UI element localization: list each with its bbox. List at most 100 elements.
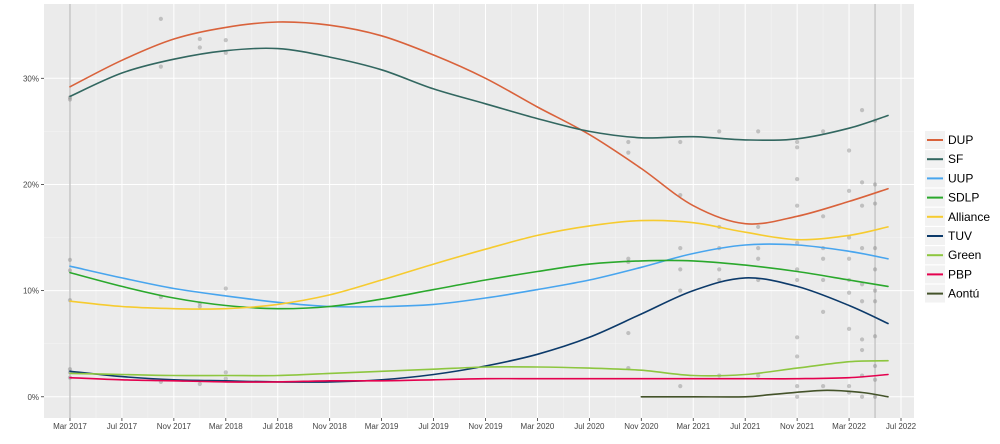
x-tick-label: Jul 2017 bbox=[107, 422, 138, 431]
poll-point bbox=[795, 240, 800, 245]
legend: DUP SF UUP SDLP Alliance TUV Green PBP Aontú bbox=[925, 131, 990, 303]
poll-point bbox=[872, 299, 878, 304]
series-line-sf bbox=[69, 47, 889, 142]
x-tick-label: Jul 2020 bbox=[574, 422, 605, 431]
poll-point bbox=[859, 246, 865, 251]
series-line-pbp bbox=[69, 373, 889, 383]
poll-point bbox=[846, 384, 852, 389]
series-line-tuv bbox=[69, 277, 889, 383]
legend-label: Alliance bbox=[948, 210, 990, 224]
poll-point bbox=[859, 108, 865, 113]
poll-point bbox=[846, 148, 852, 153]
series-line-alliance bbox=[69, 219, 889, 310]
poll-point bbox=[795, 394, 800, 399]
poll-point bbox=[821, 214, 826, 219]
poll-point bbox=[821, 309, 826, 314]
poll-point bbox=[197, 304, 202, 309]
poll-point bbox=[626, 330, 631, 336]
x-tick-label: Jul 2021 bbox=[730, 422, 761, 431]
x-tick-label: Jul 2019 bbox=[418, 422, 449, 431]
poll-point bbox=[197, 36, 202, 42]
poll-point bbox=[872, 182, 878, 187]
legend-label: SDLP bbox=[948, 191, 979, 205]
poll-point bbox=[846, 256, 852, 261]
poll-point bbox=[158, 64, 163, 69]
poll-point bbox=[846, 326, 852, 331]
legend-label: Aontú bbox=[948, 287, 979, 301]
series-line-sdlp bbox=[69, 259, 889, 310]
poll-point bbox=[717, 277, 722, 283]
poll-point bbox=[626, 139, 631, 145]
poll-point bbox=[821, 384, 826, 389]
legend-label: Green bbox=[948, 248, 981, 262]
election-markers bbox=[69, 4, 876, 418]
poll-point bbox=[795, 139, 800, 145]
poll-point bbox=[846, 235, 852, 240]
poll-point bbox=[67, 268, 73, 273]
poll-point bbox=[795, 335, 800, 340]
poll-point bbox=[717, 129, 722, 134]
poll-point bbox=[717, 267, 722, 272]
series-line-green bbox=[69, 359, 889, 377]
x-axis: Mar 2017 Jul 2017 Nov 2017 Mar 2018 Jul 2018… bbox=[53, 418, 917, 431]
y-tick-label: 10% bbox=[23, 287, 39, 296]
poll-point bbox=[223, 50, 228, 55]
x-tick-label: Nov 2018 bbox=[313, 422, 348, 431]
poll-point bbox=[158, 16, 163, 21]
series-line-dup bbox=[69, 21, 889, 225]
poll-point bbox=[859, 394, 865, 399]
plot-panel bbox=[44, 4, 914, 418]
x-tick-label: Mar 2017 bbox=[53, 422, 87, 431]
trend-lines bbox=[69, 21, 889, 398]
poll-point bbox=[846, 290, 852, 295]
legend-label: DUP bbox=[948, 133, 973, 147]
poll-point bbox=[859, 299, 865, 304]
poll-point bbox=[678, 288, 683, 293]
poll-point bbox=[795, 384, 800, 389]
legend-label: TUV bbox=[948, 229, 972, 243]
legend-label: PBP bbox=[948, 267, 972, 281]
x-tick-label: Jul 2022 bbox=[886, 422, 917, 431]
poll-point bbox=[872, 363, 878, 369]
x-tick-label: Jul 2018 bbox=[263, 422, 294, 431]
poll-point bbox=[223, 37, 228, 43]
poll-point bbox=[626, 256, 631, 261]
x-tick-label: Nov 2019 bbox=[468, 422, 503, 431]
poll-point bbox=[872, 201, 878, 206]
poll-point bbox=[795, 354, 800, 359]
poll-point bbox=[756, 373, 761, 378]
y-tick-label: 0% bbox=[27, 393, 39, 402]
minor-gridlines bbox=[44, 4, 914, 418]
poll-point bbox=[872, 377, 878, 382]
poll-point bbox=[821, 129, 826, 134]
poll-point bbox=[756, 129, 761, 134]
poll-point bbox=[795, 277, 800, 283]
y-tick-label: 20% bbox=[23, 180, 39, 189]
poll-point bbox=[756, 246, 761, 251]
y-axis: 0% 10% 20% 30% bbox=[23, 74, 44, 402]
poll-point bbox=[795, 177, 800, 182]
poll-point bbox=[678, 384, 683, 389]
poll-point bbox=[872, 394, 878, 399]
poll-point bbox=[795, 145, 800, 150]
poll-point bbox=[795, 267, 800, 272]
poll-point bbox=[67, 367, 73, 372]
poll-point bbox=[678, 267, 683, 272]
poll-point bbox=[859, 282, 865, 287]
poll-point bbox=[626, 150, 631, 155]
poll-point bbox=[859, 347, 865, 353]
poll-point bbox=[859, 337, 865, 342]
poll-point bbox=[678, 246, 683, 251]
legend-label: UUP bbox=[948, 171, 973, 185]
poll-point bbox=[67, 257, 73, 262]
y-tick-label: 30% bbox=[23, 74, 39, 83]
x-tick-label: Nov 2021 bbox=[780, 422, 815, 431]
poll-point bbox=[872, 288, 878, 293]
series-line-uup bbox=[69, 243, 889, 308]
poll-point bbox=[821, 256, 826, 261]
x-tick-label: Nov 2017 bbox=[157, 422, 192, 431]
series-line-aontú bbox=[640, 389, 889, 398]
x-tick-label: Mar 2019 bbox=[365, 422, 399, 431]
poll-point bbox=[795, 203, 800, 208]
x-tick-label: Mar 2018 bbox=[209, 422, 243, 431]
